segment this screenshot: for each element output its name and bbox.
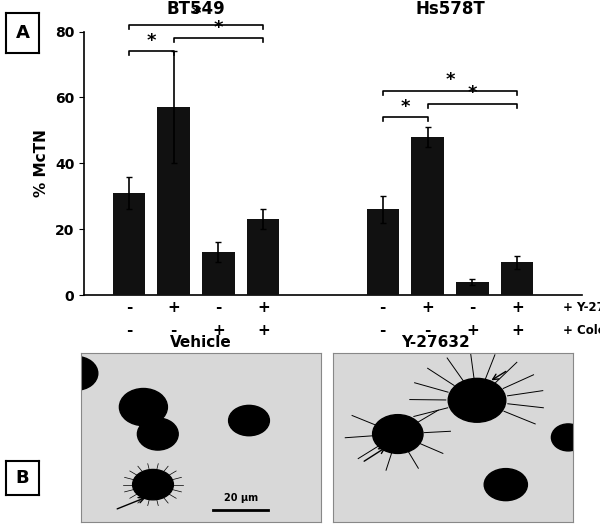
Y-axis label: % McTN: % McTN [34,130,49,197]
Ellipse shape [551,424,585,451]
Text: Hs578T: Hs578T [415,1,485,18]
Ellipse shape [448,378,506,422]
Text: +: + [511,323,524,338]
Text: -: - [215,300,221,315]
Text: + Colchicine: + Colchicine [563,324,600,337]
Text: -: - [380,323,386,338]
Text: +: + [466,323,479,338]
Bar [456,282,488,295]
Text: BT549: BT549 [167,1,226,18]
Ellipse shape [229,405,269,436]
Text: -: - [380,300,386,315]
Ellipse shape [373,415,423,453]
Ellipse shape [55,356,98,390]
Bar [247,219,280,295]
Bar [113,193,145,295]
Text: *: * [445,71,455,89]
Bar [367,209,399,295]
Text: -: - [170,323,177,338]
Text: +: + [212,323,225,338]
Ellipse shape [137,418,178,450]
Text: +: + [257,323,269,338]
Bar [157,108,190,295]
Text: *: * [146,32,156,50]
Text: *: * [467,84,477,102]
Ellipse shape [484,469,527,501]
Text: *: * [214,18,223,36]
Text: *: * [400,97,410,115]
Bar [202,252,235,295]
Text: -: - [125,323,132,338]
Text: -: - [424,323,431,338]
Ellipse shape [119,388,167,426]
Text: +: + [511,300,524,315]
Text: Vehicle: Vehicle [170,336,232,350]
Text: -: - [469,300,476,315]
Text: A: A [16,24,29,42]
Bar [412,137,444,295]
Text: +: + [257,300,269,315]
Text: 20 μm: 20 μm [224,493,257,503]
Text: +: + [167,300,180,315]
Ellipse shape [133,470,173,500]
Text: + Y-27632: + Y-27632 [563,301,600,314]
Text: *: * [191,5,201,23]
Text: Y-27632: Y-27632 [401,336,469,350]
Bar [501,262,533,295]
Text: B: B [16,469,29,487]
Text: -: - [125,300,132,315]
Text: +: + [421,300,434,315]
